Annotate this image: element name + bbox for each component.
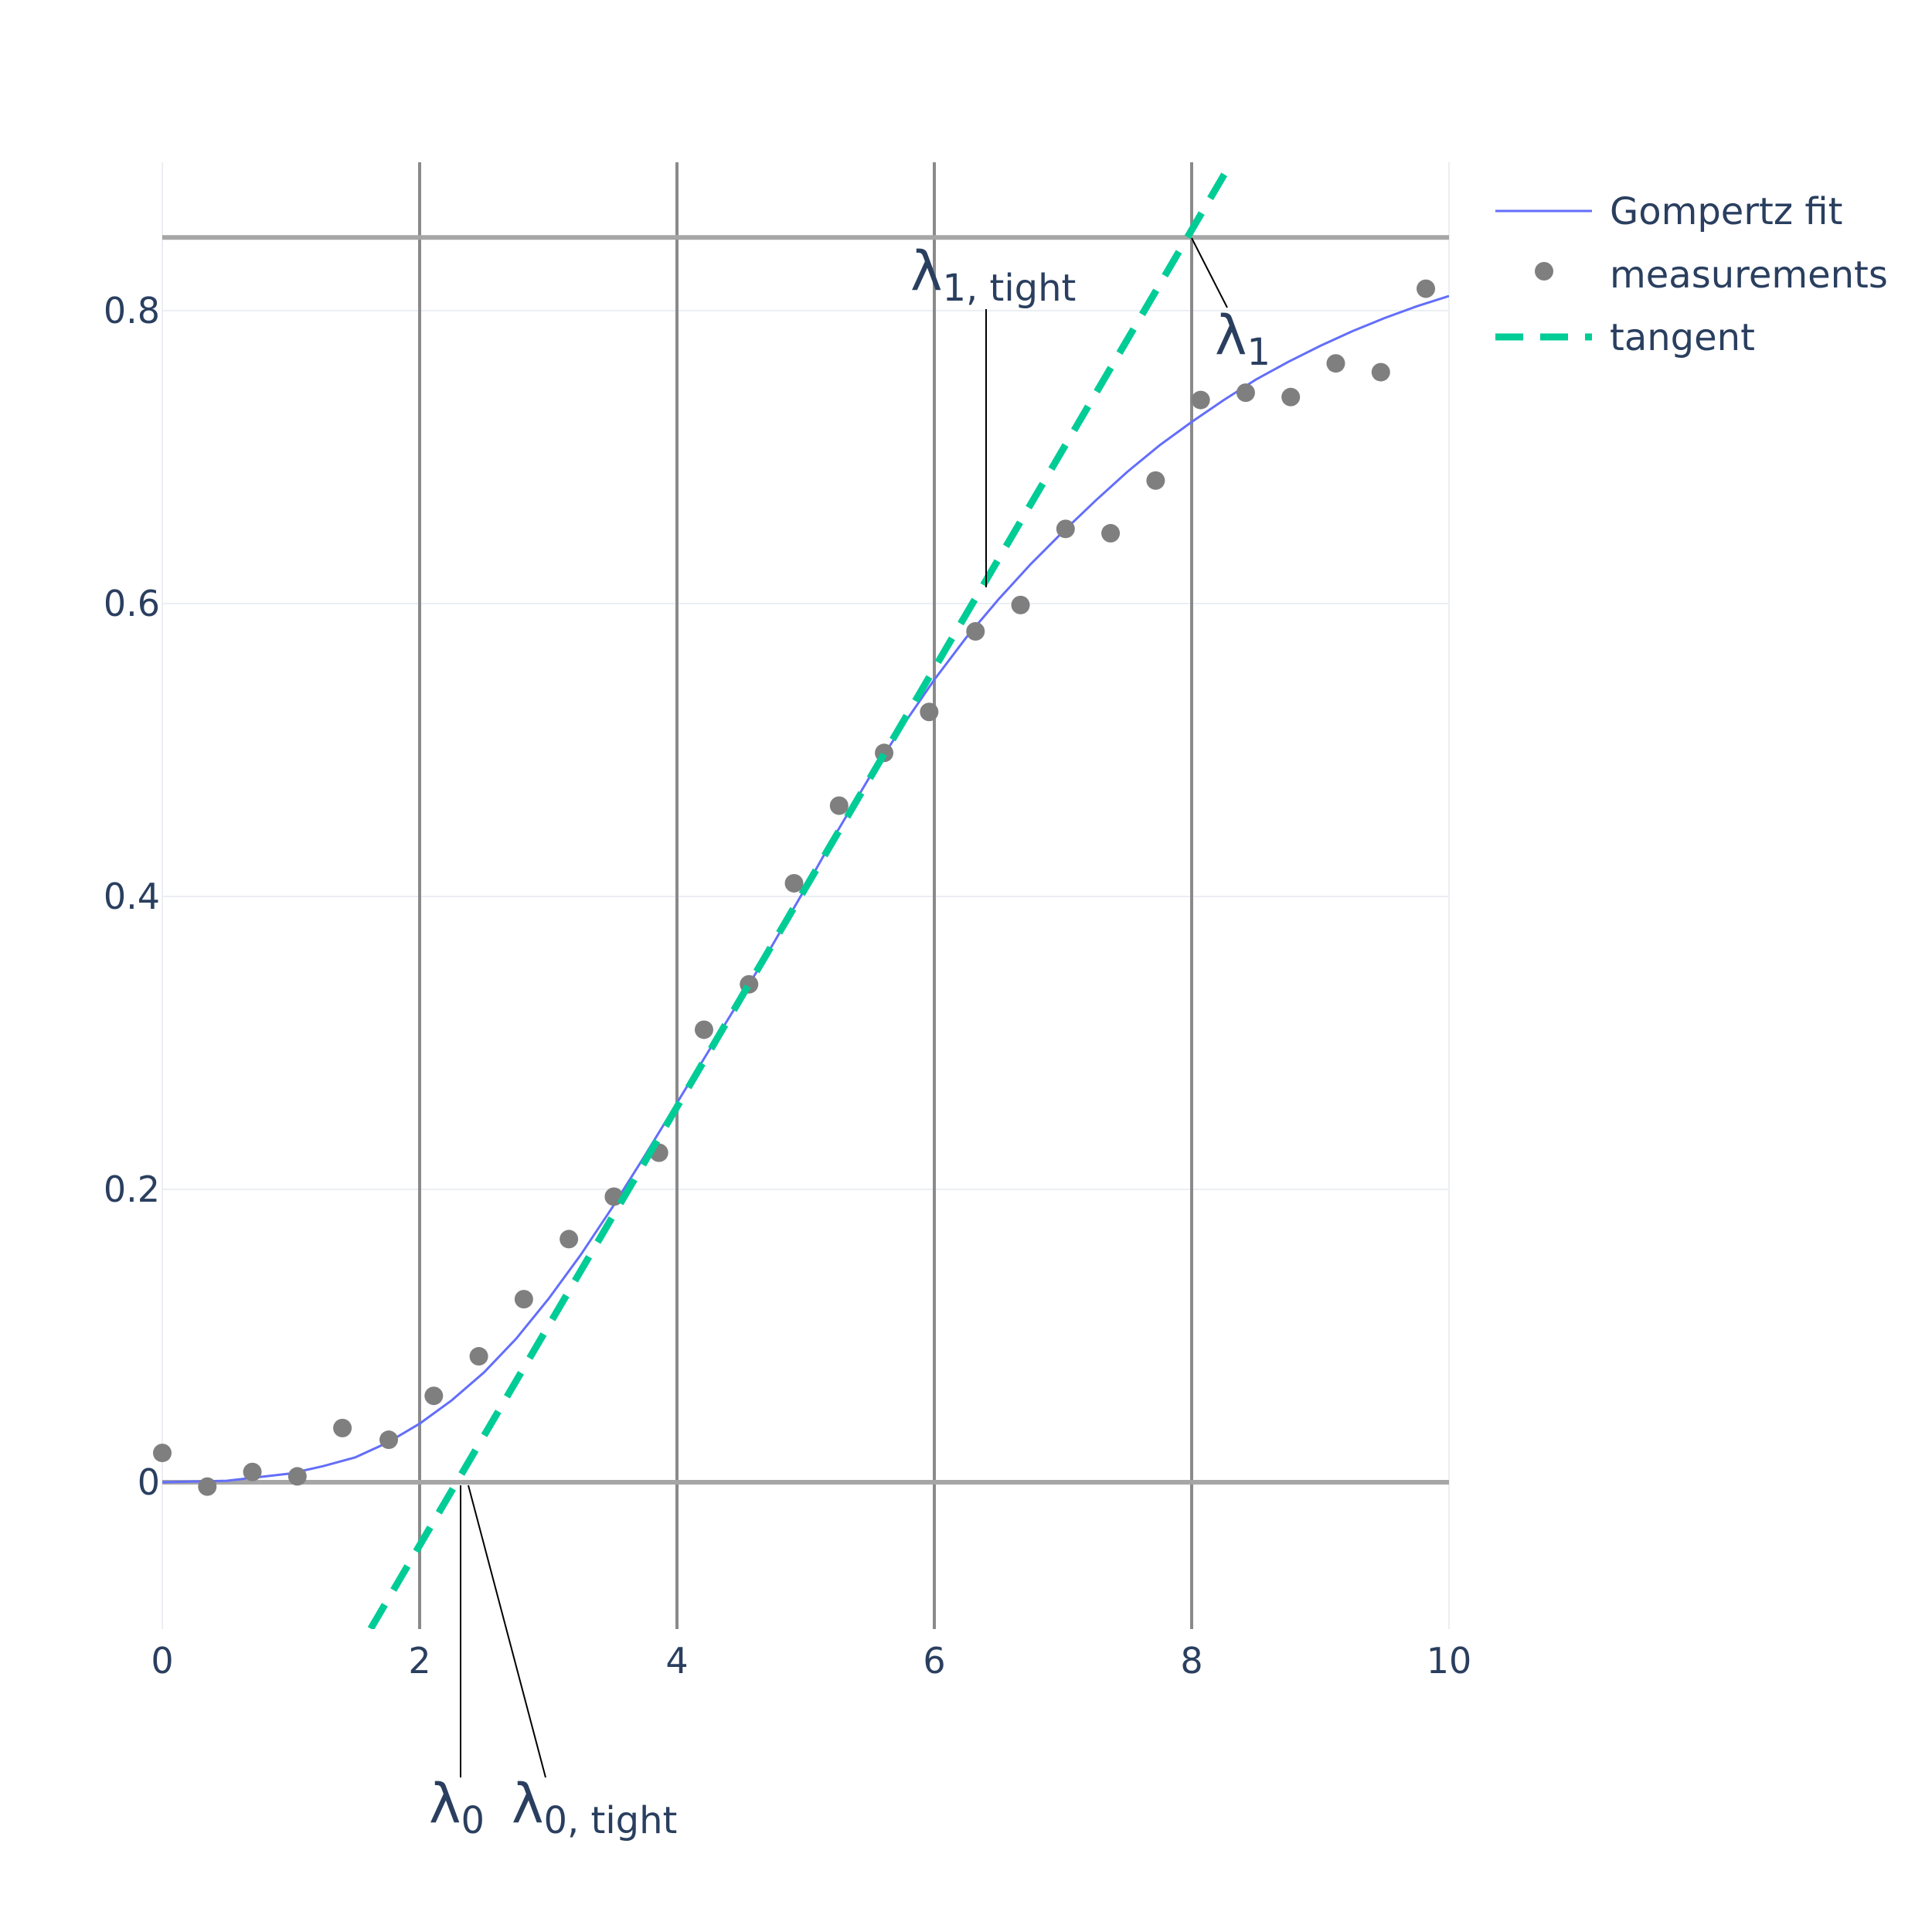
legend: Gompertz fit measurements tangent xyxy=(1495,190,1888,359)
measurement-point xyxy=(1056,519,1075,539)
legend-label: Gompertz fit xyxy=(1610,190,1842,233)
annotation-label: λ0 xyxy=(429,1772,485,1842)
measurement-point xyxy=(1011,595,1030,614)
measurement-point xyxy=(469,1347,488,1366)
annotation-label: λ1 xyxy=(1215,304,1270,374)
annotation-leader-line xyxy=(468,1485,546,1778)
y-tick-label: 0.2 xyxy=(104,1168,160,1210)
measurement-point xyxy=(333,1418,352,1437)
measurement-point xyxy=(829,796,849,815)
legend-swatch-marker xyxy=(1535,262,1553,281)
measurement-point xyxy=(920,702,939,722)
legend-label: tangent xyxy=(1610,316,1755,359)
measurement-point xyxy=(1417,279,1436,298)
measurement-point xyxy=(1326,354,1345,373)
measurement-point xyxy=(153,1444,172,1463)
measurement-point xyxy=(514,1290,533,1309)
x-tick-label: 6 xyxy=(923,1640,945,1682)
x-tick-label: 8 xyxy=(1180,1640,1202,1682)
x-tick-label: 4 xyxy=(665,1640,688,1682)
grid-lines xyxy=(162,162,1450,1629)
reference-lines xyxy=(162,162,1449,1629)
measurement-point xyxy=(243,1462,262,1481)
annotation-label: λ0, tight xyxy=(512,1772,677,1842)
measurement-point xyxy=(1146,471,1165,490)
measurement-point xyxy=(966,622,985,641)
y-tick-label: 0 xyxy=(138,1461,160,1503)
measurement-point xyxy=(1281,387,1301,406)
measurement-point xyxy=(424,1386,444,1406)
measurement-point xyxy=(1371,362,1390,382)
measurement-point xyxy=(1101,524,1121,543)
legend-label: measurements xyxy=(1610,253,1888,297)
y-tick-label: 0.6 xyxy=(104,583,160,624)
y-tick-label: 0.8 xyxy=(104,290,160,332)
series xyxy=(153,162,1449,1629)
tangent-line xyxy=(367,162,1233,1629)
measurement-point xyxy=(560,1230,579,1249)
measurement-point xyxy=(379,1430,399,1450)
measurement-point xyxy=(694,1020,713,1039)
annotation-leader-line xyxy=(1191,237,1228,308)
tick-labels: 0 2 4 6 8 10 0 0.2 0.4 0.6 0.8 xyxy=(104,290,1471,1682)
x-tick-label: 0 xyxy=(151,1640,173,1682)
measurement-point xyxy=(198,1477,217,1496)
measurement-point xyxy=(1191,390,1210,410)
x-tick-label: 2 xyxy=(408,1640,430,1682)
x-tick-label: 10 xyxy=(1427,1640,1472,1682)
annotation-label: λ1, tight xyxy=(910,240,1076,310)
measurement-point xyxy=(287,1467,307,1486)
measurement-point xyxy=(784,873,804,893)
annotations: λ0 λ0, tight λ1, tight λ1 xyxy=(429,237,1270,1842)
measurement-point xyxy=(1236,383,1255,403)
y-tick-label: 0.4 xyxy=(104,876,160,917)
